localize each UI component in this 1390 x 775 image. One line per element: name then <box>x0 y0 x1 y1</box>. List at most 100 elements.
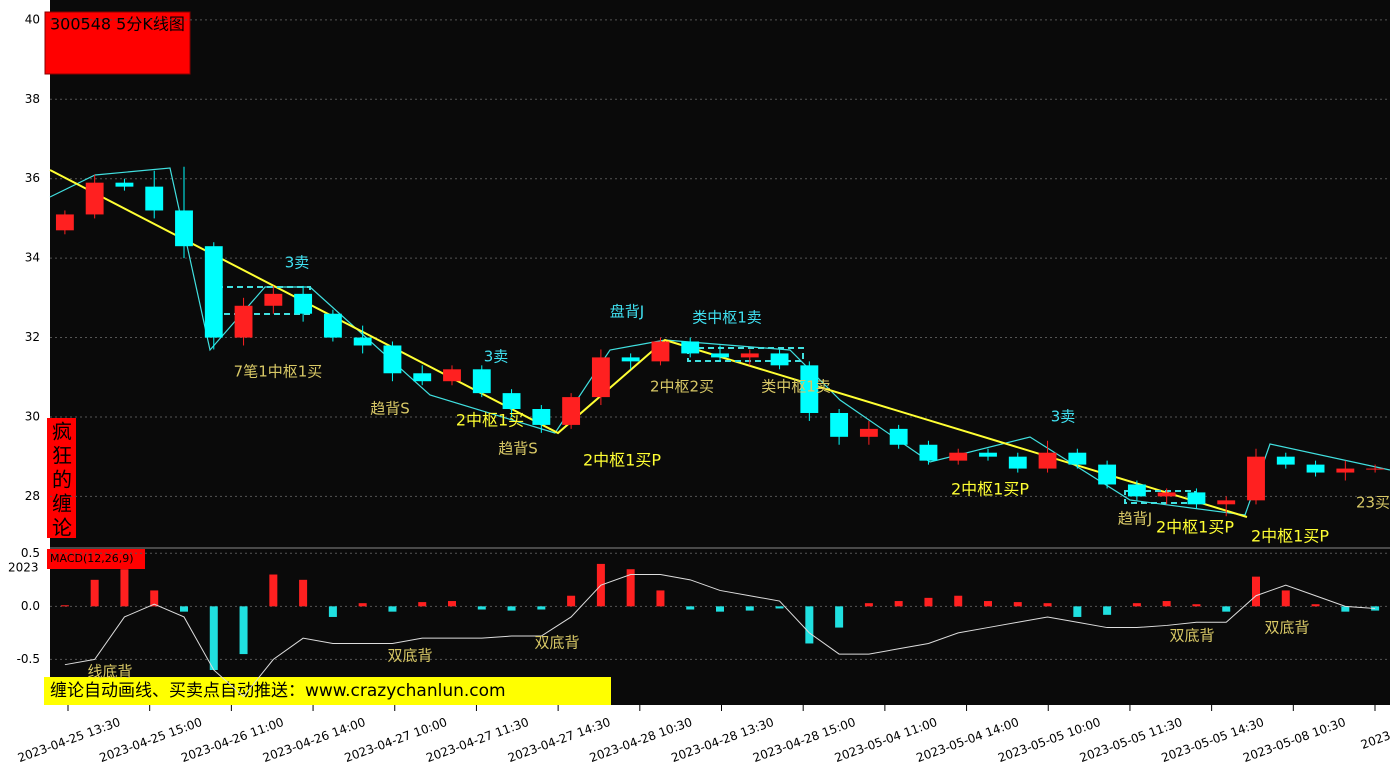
macd-bar <box>984 601 992 607</box>
signal-label: 2中枢1买P <box>1156 518 1234 537</box>
candle-body <box>859 428 878 437</box>
candle-body <box>1217 500 1236 505</box>
y-tick-label: 40 <box>25 12 40 26</box>
macd-bar <box>1132 603 1141 607</box>
candle-body <box>1247 456 1265 501</box>
y-tick-label: 30 <box>25 409 40 423</box>
signal-label: 3卖 <box>1051 408 1076 426</box>
signal-label: 趋背S <box>370 400 410 418</box>
candle-body <box>1306 464 1325 473</box>
candle-body <box>919 444 938 461</box>
candle-body <box>562 397 581 425</box>
macd-bar <box>686 606 695 610</box>
candle-body <box>591 357 610 398</box>
macd-signal-label: 双底背 <box>1264 619 1309 637</box>
signal-label: 3卖 <box>484 348 509 366</box>
macd-signal-label: 双底背 <box>534 634 579 652</box>
candle-body <box>443 369 461 382</box>
macd-bar <box>924 597 933 607</box>
candle-body <box>1098 464 1117 485</box>
signal-label: 2中枢1买P <box>1251 527 1329 546</box>
pivot-box <box>206 286 311 315</box>
macd-bar <box>239 606 248 655</box>
macd-bar <box>1192 604 1201 607</box>
candle-body <box>621 357 640 362</box>
macd-bar <box>567 595 576 607</box>
candle-body <box>532 409 551 425</box>
side-label-char: 的 <box>52 468 72 492</box>
candle-body <box>115 182 134 187</box>
y-tick-label: 28 <box>25 489 40 503</box>
side-label-char: 论 <box>52 516 72 540</box>
macd-bar <box>745 606 754 611</box>
macd-signal-label: 线底背 <box>87 663 132 681</box>
macd-bar <box>90 579 99 607</box>
macd-signal-label: 双底背 <box>387 647 432 665</box>
macd-axis-note: 2023 <box>8 561 39 575</box>
macd-dif <box>64 574 1376 698</box>
macd-bar <box>358 603 367 607</box>
side-label-char: 缠 <box>52 492 72 516</box>
macd-bar <box>864 603 873 607</box>
macd-bar <box>835 606 844 628</box>
macd-bar <box>1013 602 1022 607</box>
macd-tick-label: 0.5 <box>21 546 40 560</box>
candle-body <box>740 353 759 358</box>
side-box <box>47 418 76 538</box>
candle-body <box>234 305 253 338</box>
macd-bar <box>1073 606 1082 617</box>
signal-label: 7笔1中枢1买 <box>234 363 323 381</box>
title-box <box>44 11 191 75</box>
candle-body <box>800 365 819 413</box>
macd-bar <box>1103 606 1112 615</box>
candle-body <box>55 214 74 231</box>
y-tick-label: 34 <box>25 251 40 265</box>
macd-tick-label: 0.0 <box>21 599 40 613</box>
macd-bar <box>894 601 903 607</box>
signal-label: 类中枢1卖 <box>761 378 831 396</box>
macd-bar <box>448 601 456 607</box>
chart-title: 300548 5分K线图 <box>50 15 185 34</box>
y-tick-label: 32 <box>25 330 40 344</box>
candle-body <box>1276 456 1295 465</box>
candle-body <box>264 293 283 306</box>
macd-bar <box>775 606 784 609</box>
macd-bar <box>120 569 129 607</box>
signal-label: 2中枢1买P <box>583 451 661 470</box>
candle-body <box>711 353 729 358</box>
macd-bar <box>805 606 814 644</box>
macd-bar <box>60 605 69 607</box>
macd-signal-label: 双底背 <box>1169 627 1214 645</box>
macd-bar <box>1311 604 1320 607</box>
side-label-char: 疯 <box>52 420 72 444</box>
signal-label: 2中枢1买P <box>951 480 1029 499</box>
macd-bar <box>150 590 159 607</box>
banner-box <box>44 677 611 705</box>
macd-bar <box>388 606 397 612</box>
candle-body <box>145 186 164 211</box>
macd-bar <box>716 606 724 612</box>
candle-body <box>204 246 223 338</box>
macd-bar <box>1341 606 1350 612</box>
macd-bar <box>209 606 218 670</box>
signal-label: 3卖 <box>285 254 310 272</box>
candle-body <box>1068 452 1087 465</box>
signal-label: 趋背S <box>498 440 538 458</box>
macd-bar <box>418 602 427 607</box>
candle-body <box>889 428 908 445</box>
candle-body <box>979 452 997 457</box>
macd-bar <box>299 579 308 607</box>
candle-body <box>770 353 789 366</box>
macd-title: MACD(12,26,9) <box>50 552 134 565</box>
macd-bar <box>1222 606 1231 612</box>
macd-bar <box>328 606 337 617</box>
candle-body <box>323 313 342 338</box>
y-tick-label: 38 <box>25 92 40 106</box>
candle-body <box>651 341 670 362</box>
candle-body <box>175 210 193 247</box>
candle-body <box>1157 492 1176 497</box>
macd-bar <box>1252 576 1260 607</box>
macd-bar <box>656 590 665 607</box>
candle-body <box>502 393 521 410</box>
